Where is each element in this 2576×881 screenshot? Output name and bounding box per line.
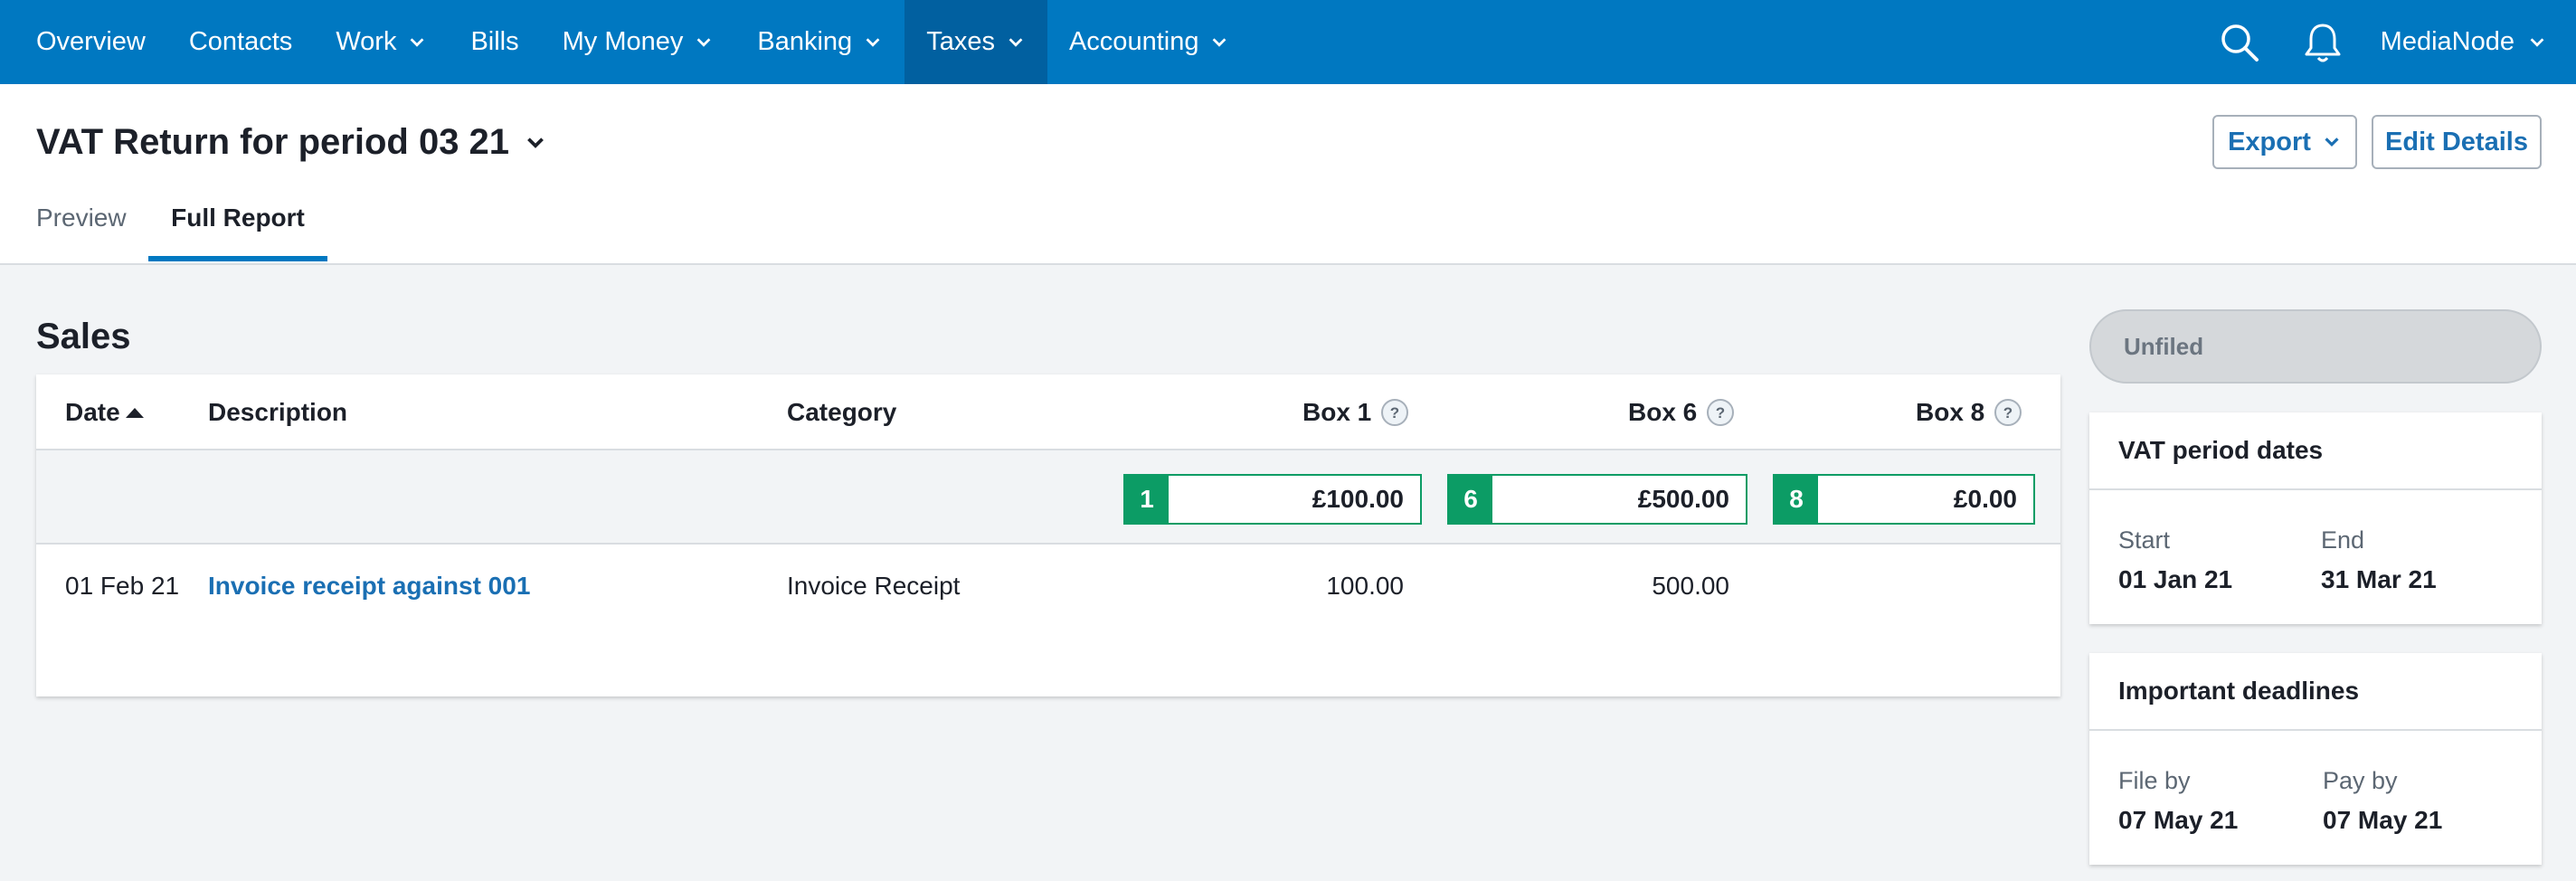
chevron-down-icon (697, 37, 711, 47)
nav-menu: Overview Contacts Work Bills My Money Ba… (0, 0, 1251, 84)
description-column-header[interactable]: Description (208, 398, 347, 427)
sales-table: Date Description Category Box 1 ? Box 6 … (36, 374, 2060, 696)
chevron-down-icon (866, 37, 880, 47)
category-column-header[interactable]: Category (787, 398, 896, 427)
column-label: Box 8 (1916, 398, 1985, 426)
pay-by-label: Pay by (2323, 767, 2398, 794)
chevron-down-icon (411, 37, 424, 47)
organisation-menu[interactable]: MediaNode (2381, 27, 2547, 57)
column-label: Box 6 (1628, 398, 1698, 426)
box8-total: 8 £0.00 (1773, 474, 2035, 525)
chevron-down-icon (1213, 37, 1226, 47)
nav-item-overview[interactable]: Overview (14, 0, 167, 84)
organisation-name: MediaNode (2380, 27, 2514, 56)
tab-label: Preview (36, 204, 127, 232)
box-amount: £0.00 (1953, 485, 2017, 513)
box8-column-header: Box 8 ? (1916, 398, 2022, 427)
chevron-down-icon (2530, 37, 2544, 47)
nav-item-my-money[interactable]: My Money (541, 0, 736, 84)
nav-label: Banking (757, 27, 853, 56)
column-label: Date (65, 398, 120, 426)
tab-full-report[interactable]: Full Report (148, 194, 327, 261)
page-header: VAT Return for period 03 21 Export Edit … (0, 84, 2576, 265)
edit-details-button[interactable]: Edit Details (2372, 115, 2542, 169)
nav-label: Bills (470, 27, 519, 56)
box6-column-header: Box 6 ? (1628, 398, 1735, 427)
nav-item-banking[interactable]: Banking (735, 0, 904, 84)
row-box1: 100.00 (1326, 572, 1404, 600)
nav-label: Accounting (1068, 27, 1199, 56)
svg-text:?: ? (1716, 404, 1725, 422)
deadlines-card: Important deadlines File by 07 May 21 Pa… (2089, 653, 2542, 865)
box1-column-header: Box 1 ? (1302, 398, 1409, 427)
totals-row: 1 £100.00 6 £500.00 8 £0.00 (36, 450, 2060, 545)
table-header: Date Description Category Box 1 ? Box 6 … (36, 374, 2060, 450)
pay-by-value: 07 May 21 (2323, 806, 2443, 834)
chevron-down-icon (2325, 137, 2339, 147)
help-icon[interactable]: ? (1706, 398, 1735, 427)
row-box6: 500.00 (1652, 572, 1729, 600)
start-date: Start 01 Jan 21 (2118, 526, 2232, 594)
start-value: 01 Jan 21 (2118, 565, 2233, 593)
row-date: 01 Feb 21 (65, 572, 180, 600)
nav-label: My Money (562, 27, 684, 56)
box-number: 8 (1775, 476, 1818, 523)
nav-item-work[interactable]: Work (314, 0, 449, 84)
start-label: Start (2118, 526, 2171, 554)
box6-total: 6 £500.00 (1447, 474, 1747, 525)
end-label: End (2321, 526, 2365, 554)
nav-label: Taxes (926, 27, 995, 56)
row-category: Invoice Receipt (787, 572, 961, 600)
card-title: VAT period dates (2089, 412, 2542, 490)
end-value: 31 Mar 21 (2321, 565, 2437, 593)
box-number: 6 (1449, 476, 1492, 523)
tab-label: Full Report (171, 204, 305, 232)
column-label: Description (208, 398, 348, 426)
nav-item-bills[interactable]: Bills (449, 0, 540, 84)
bell-icon[interactable] (2301, 21, 2344, 64)
nav-item-taxes[interactable]: Taxes (904, 0, 1047, 84)
row-description-link[interactable]: Invoice receipt against 001 (208, 572, 531, 600)
help-icon[interactable]: ? (1380, 398, 1409, 427)
nav-item-accounting[interactable]: Accounting (1047, 0, 1252, 84)
nav-label: Work (336, 27, 397, 56)
export-button[interactable]: Export (2212, 115, 2357, 169)
period-selector[interactable]: VAT Return for period 03 21 (36, 122, 547, 163)
box-number: 1 (1125, 476, 1169, 523)
chevron-down-icon (527, 137, 544, 148)
vat-period-card: VAT period dates Start 01 Jan 21 End 31 … (2089, 412, 2542, 624)
status-label: Unfiled (2124, 332, 2204, 360)
top-nav: Overview Contacts Work Bills My Money Ba… (0, 0, 2576, 84)
box-amount: £500.00 (1637, 485, 1729, 513)
status-badge: Unfiled (2089, 309, 2542, 384)
sort-ascending-icon (125, 408, 144, 418)
date-column-header[interactable]: Date (65, 398, 144, 427)
box-amount: £100.00 (1312, 485, 1404, 513)
sales-heading: Sales (36, 317, 131, 356)
help-icon[interactable]: ? (1994, 398, 2022, 427)
svg-text:?: ? (2003, 404, 2012, 422)
edit-details-label: Edit Details (2385, 127, 2528, 156)
search-icon[interactable] (2218, 21, 2261, 64)
page-title: VAT Return for period 03 21 (36, 122, 510, 162)
file-by: File by 07 May 21 (2118, 767, 2238, 835)
file-by-label: File by (2118, 767, 2191, 794)
nav-item-contacts[interactable]: Contacts (167, 0, 314, 84)
file-by-value: 07 May 21 (2118, 806, 2239, 834)
tab-preview[interactable]: Preview (36, 194, 127, 261)
pay-by: Pay by 07 May 21 (2323, 767, 2442, 835)
nav-label: Overview (36, 27, 146, 56)
column-label: Category (787, 398, 897, 426)
nav-label: Contacts (188, 27, 293, 56)
chevron-down-icon (1009, 37, 1023, 47)
column-label: Box 1 (1302, 398, 1372, 426)
box1-total: 1 £100.00 (1123, 474, 1422, 525)
end-date: End 31 Mar 21 (2321, 526, 2437, 594)
card-title: Important deadlines (2089, 653, 2542, 731)
nav-actions: MediaNode (2198, 0, 2576, 84)
svg-text:?: ? (1390, 404, 1399, 422)
export-label: Export (2228, 127, 2311, 156)
